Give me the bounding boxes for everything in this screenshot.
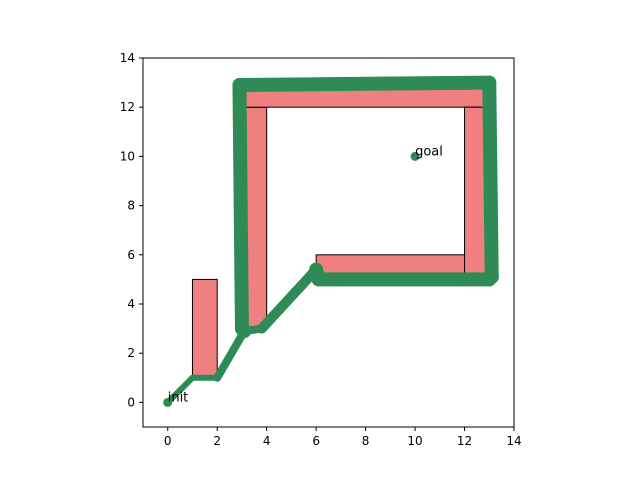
x-tick-label-4: 4 (263, 434, 271, 448)
y-tick-label-8: 8 (127, 199, 135, 213)
path-segment-4 (256, 264, 322, 334)
x-tick-label-12: 12 (457, 434, 472, 448)
y-tick-label-0: 0 (127, 395, 135, 409)
y-tick-label-6: 6 (127, 248, 135, 262)
path-layer (164, 75, 499, 406)
x-tick-label-6: 6 (312, 434, 320, 448)
point-label-init: init (168, 390, 189, 405)
x-tick-label-2: 2 (213, 434, 221, 448)
path-segment-2 (213, 327, 249, 382)
path-segment-0 (164, 374, 196, 406)
y-tick-label-10: 10 (120, 149, 135, 163)
x-tick-label-8: 8 (362, 434, 370, 448)
x-tick-label-10: 10 (407, 434, 422, 448)
points-layer: init goal (163, 144, 443, 407)
path-segment-11 (234, 321, 252, 339)
path-segment-9 (232, 75, 497, 93)
point-marker-goal (410, 151, 420, 161)
point-marker-init (163, 397, 173, 407)
plot-frame (142, 57, 515, 428)
y-tick-label-14: 14 (120, 51, 135, 65)
path-segment-8 (482, 75, 499, 284)
y-axis: 0 2 4 6 8 10 12 14 (120, 51, 143, 409)
path-segment-10 (232, 78, 249, 336)
y-tick-label-4: 4 (127, 297, 135, 311)
obstacle-rect-0 (191, 278, 218, 379)
point-label-goal: goal (415, 144, 443, 159)
x-tick-label-14: 14 (506, 434, 521, 448)
y-tick-label-12: 12 (120, 100, 135, 114)
x-axis: 0 2 4 6 8 10 12 14 (164, 427, 522, 448)
y-tick-label-2: 2 (127, 346, 135, 360)
x-tick-label-0: 0 (164, 434, 172, 448)
